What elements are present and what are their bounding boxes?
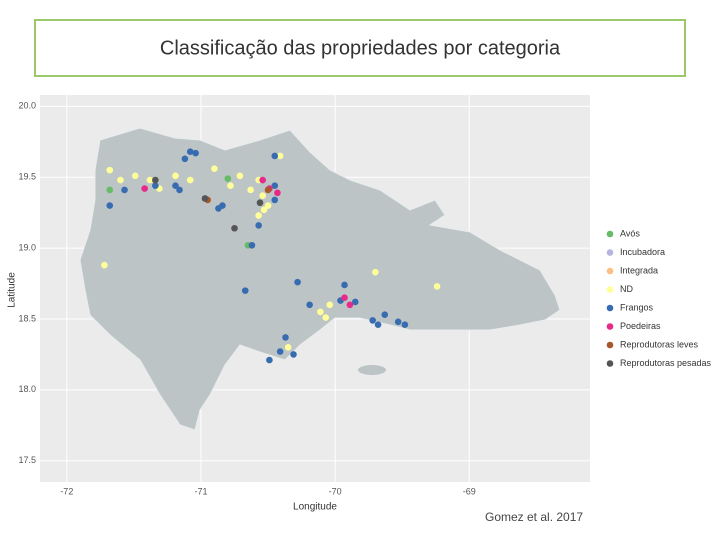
y-tick-label: 19.0 [18,242,36,252]
x-tick-label: -71 [194,486,207,496]
legend-label: Integrada [620,265,658,275]
point [259,192,266,199]
point [276,348,284,355]
legend-swatch [606,267,614,275]
point [317,308,324,316]
point [192,149,199,157]
legend-swatch [606,286,614,293]
chart-title: Classificação das propriedades por categ… [160,37,561,59]
point [186,176,194,184]
y-tick-label: 18.5 [18,313,36,323]
point [271,152,279,160]
point [231,224,238,232]
point [181,155,189,163]
legend-swatch [606,323,614,330]
point [241,287,249,294]
point [351,298,359,306]
point [201,195,209,202]
point [282,334,289,341]
point [141,185,148,192]
point [372,268,379,276]
point [186,148,194,156]
legend-swatch [606,360,614,367]
y-tick-label: 17.5 [18,455,36,465]
legend-label: Avós [620,228,640,238]
point [101,261,108,269]
point [271,196,279,204]
x-tick-label: -70 [329,486,342,496]
point [219,202,226,209]
point [146,176,154,184]
point [172,172,179,180]
legend-swatch [606,230,614,238]
point [176,186,183,194]
point [326,301,334,309]
y-tick-label: 20.0 [18,101,36,111]
point [394,318,402,326]
point [341,294,348,302]
point [211,165,218,173]
point [433,283,441,290]
point [401,321,409,328]
point [294,278,301,286]
point [322,314,330,321]
point [274,189,281,197]
legend-swatch [606,304,614,312]
legend-label: Incubadora [620,247,665,257]
legend-label: ND [620,284,633,294]
point [260,206,268,214]
island [358,365,386,375]
point [106,202,114,209]
y-tick-label: 18.0 [18,384,36,394]
point [172,182,179,190]
point [374,321,382,328]
point [247,186,254,194]
legend-label: Reprodutoras pesadas [620,358,712,368]
x-axis-label: Longitude [293,502,337,513]
point [259,176,266,184]
legend-label: Frangos [620,302,654,312]
source-note: Gomez et al. 2017 [485,510,583,524]
x-tick-label: -72 [60,486,73,496]
y-axis-label: Latitude [7,272,18,308]
point [224,175,232,182]
point [264,202,272,209]
legend-swatch [606,341,614,349]
point [276,152,284,160]
x-tick-label: -69 [463,486,476,496]
point [117,176,124,184]
point [341,281,348,289]
legend-label: Reprodutoras leves [620,339,699,349]
point [271,182,279,190]
point [152,182,159,190]
point [255,212,262,219]
point [121,186,128,194]
title-box [34,19,686,77]
point [248,241,256,249]
point [264,186,272,194]
point [255,222,262,229]
point [266,356,273,364]
point [284,344,292,351]
point [227,182,234,190]
legend-swatch [606,249,614,256]
point [236,172,244,180]
point [306,301,313,309]
point [152,176,159,184]
point [106,186,114,194]
point [290,351,297,358]
y-tick-label: 19.5 [18,172,36,182]
legend-label: Poedeiras [620,321,661,331]
point [381,311,389,319]
point [256,199,264,207]
point [346,301,354,309]
point [106,166,114,174]
point [131,172,139,180]
point [369,317,376,324]
map-shape [79,127,561,431]
